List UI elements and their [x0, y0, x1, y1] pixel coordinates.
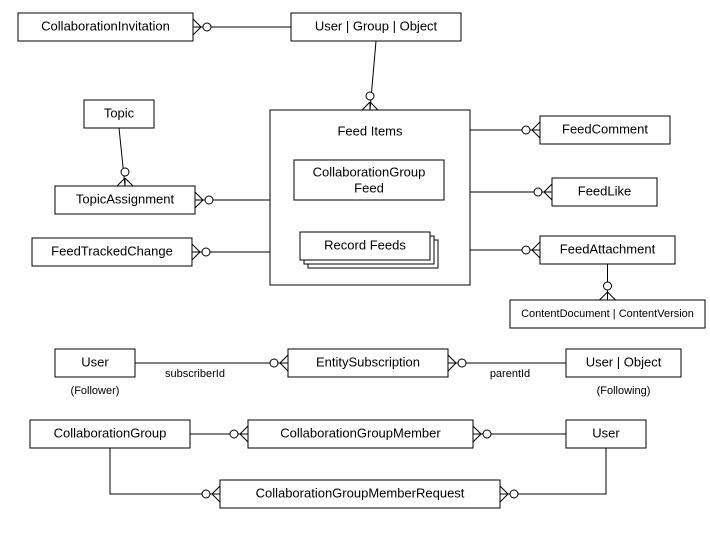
edge-0 — [193, 19, 291, 35]
svg-text:CollaborationInvitation: CollaborationInvitation — [41, 18, 170, 33]
entity-topic: Topic — [84, 100, 154, 128]
svg-text:CollaborationGroup: CollaborationGroup — [54, 425, 167, 440]
entity-collabGroupFeed: CollaborationGroupFeed — [294, 160, 444, 200]
svg-text:EntitySubscription: EntitySubscription — [316, 354, 420, 369]
entity-contentDoc: ContentDocument | ContentVersion — [510, 300, 705, 328]
svg-text:FeedComment: FeedComment — [562, 121, 648, 136]
svg-text:CollaborationGroupMemberReques: CollaborationGroupMemberRequest — [256, 485, 465, 500]
edge-2 — [195, 192, 270, 208]
edge-8 — [600, 264, 616, 300]
entity-entitySubscription: EntitySubscription — [288, 349, 448, 377]
edge-3 — [192, 244, 270, 260]
entity-feedComment: FeedComment — [540, 116, 670, 144]
edge-6 — [470, 242, 540, 258]
edge-13 — [110, 448, 220, 502]
svg-text:User: User — [592, 425, 620, 440]
entity-userFollower: User (Follower) — [55, 349, 135, 397]
edge-12 — [473, 426, 566, 442]
svg-text:Feed Items: Feed Items — [337, 123, 403, 138]
entity-recordFeeds: Record Feeds — [300, 232, 438, 268]
edge-label-subscriberId: subscriberId — [165, 368, 225, 380]
entity-feedAttachment: FeedAttachment — [540, 236, 675, 264]
svg-text:CollaborationGroup: CollaborationGroup — [313, 164, 426, 179]
entity-collabGroup: CollaborationGroup — [30, 420, 190, 448]
entity-topicAssignment: TopicAssignment — [55, 186, 195, 214]
svg-text:(Follower): (Follower) — [71, 385, 120, 397]
entity-feedTrackedChange: FeedTrackedChange — [32, 238, 192, 266]
edge-7 — [117, 128, 133, 186]
edge-14 — [500, 448, 606, 502]
entity-collabGroupMember: CollaborationGroupMember — [248, 420, 473, 448]
svg-text:User | Group | Object: User | Group | Object — [315, 18, 438, 33]
svg-text:User: User — [81, 354, 109, 369]
svg-text:ContentDocument | ContentVer: ContentDocument | ContentVersion — [521, 308, 694, 320]
svg-text:User | Object: User | Object — [586, 354, 662, 369]
entity-userBottom: User — [566, 420, 646, 448]
svg-text:FeedTrackedChange: FeedTrackedChange — [51, 243, 173, 258]
svg-text:CollaborationGroupMember: CollaborationGroupMember — [280, 425, 441, 440]
entity-feedLike: FeedLike — [552, 178, 657, 206]
edge-11 — [190, 426, 248, 442]
svg-text:FeedAttachment: FeedAttachment — [560, 241, 656, 256]
entity-collabInvitation: CollaborationInvitation — [18, 13, 193, 41]
svg-text:Feed: Feed — [354, 180, 384, 195]
svg-text:FeedLike: FeedLike — [578, 183, 631, 198]
svg-text:Record Feeds: Record Feeds — [324, 237, 406, 252]
entity-userGroupObject: User | Group | Object — [291, 13, 461, 41]
edge-label-parentId: parentId — [490, 368, 530, 380]
edge-4 — [470, 122, 540, 138]
svg-text:Topic: Topic — [104, 105, 135, 120]
svg-text:TopicAssignment: TopicAssignment — [76, 191, 175, 206]
edge-1 — [362, 41, 378, 110]
svg-text:(Following): (Following) — [597, 385, 651, 397]
entity-userObject: User | Object (Following) — [566, 349, 681, 397]
edge-5 — [470, 184, 552, 200]
entity-collabGroupMemberReq: CollaborationGroupMemberRequest — [220, 480, 500, 508]
